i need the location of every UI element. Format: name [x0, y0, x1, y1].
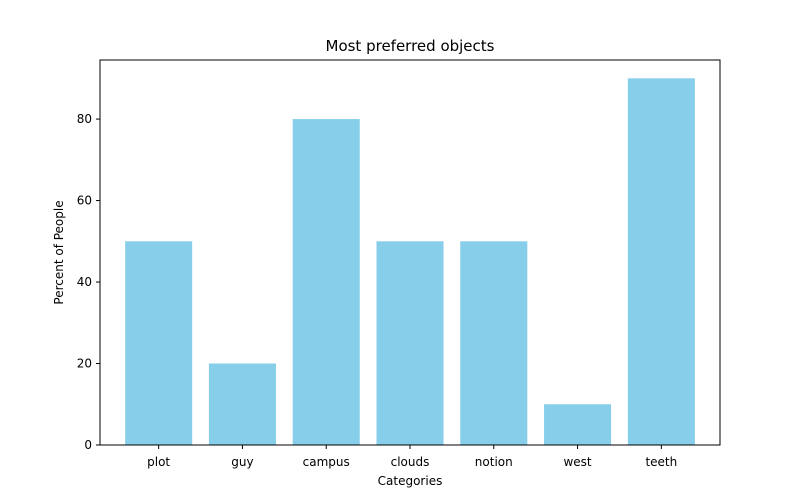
y-axis: 0 20 40 60 80	[77, 112, 100, 452]
bar-plot	[125, 241, 193, 445]
chart-title: Most preferred objects	[326, 37, 495, 55]
bar-guy	[208, 363, 276, 445]
y-tick-label: 40	[77, 275, 92, 289]
y-tick-label: 0	[84, 438, 92, 452]
bar-clouds	[376, 241, 444, 445]
y-tick-label: 80	[77, 112, 92, 126]
y-tick-label: 20	[77, 357, 92, 371]
x-tick-label: campus	[303, 455, 350, 469]
x-tick-label: clouds	[391, 455, 430, 469]
bar-teeth	[627, 78, 695, 445]
plot-area	[125, 78, 695, 445]
bar-west	[544, 404, 612, 445]
y-tick-label: 60	[77, 194, 92, 208]
x-tick-label: teeth	[645, 455, 677, 469]
x-tick-label: west	[563, 455, 591, 469]
x-axis-label: Categories	[378, 474, 443, 488]
x-tick-label: notion	[475, 455, 513, 469]
x-axis: plot guy campus clouds notion west teeth	[147, 445, 677, 469]
x-tick-label: guy	[231, 455, 253, 469]
x-tick-label: plot	[147, 455, 170, 469]
y-axis-label: Percent of People	[52, 200, 66, 304]
bar-notion	[460, 241, 528, 445]
bar-campus	[292, 119, 360, 445]
